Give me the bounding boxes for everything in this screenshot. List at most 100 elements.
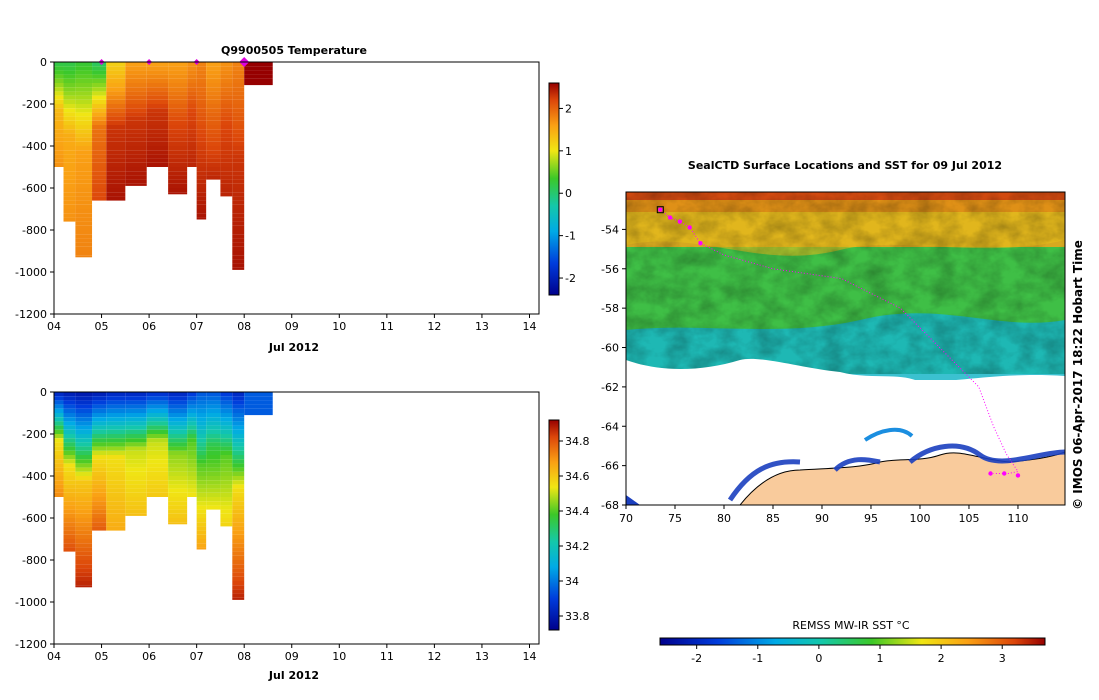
profile-cell	[196, 476, 207, 481]
profile-cell	[75, 564, 93, 569]
profile-cell	[220, 108, 233, 113]
profile-cell	[232, 392, 245, 397]
colorbar-tick-label: 0	[565, 187, 572, 200]
profile-cell	[196, 471, 207, 476]
profile-cell	[196, 413, 207, 418]
profile-cell	[187, 438, 197, 443]
profile-cell	[75, 78, 93, 83]
profile-cell	[146, 78, 169, 83]
profile-cell	[196, 137, 207, 142]
profile-cell	[92, 509, 107, 514]
profile-cell	[196, 526, 207, 531]
profile-cell	[75, 396, 93, 401]
profile-cell	[206, 434, 221, 439]
profile-cell	[168, 158, 188, 163]
profile-cell	[196, 217, 207, 220]
profile-cell	[106, 70, 126, 75]
profile-cell	[63, 188, 76, 193]
profile-cell	[54, 146, 64, 151]
profile-cell	[168, 104, 188, 109]
colorbar-tick-label: 34.8	[565, 435, 590, 448]
profile-cell	[196, 434, 207, 439]
profile-cell	[196, 438, 207, 443]
y-tick-label: -1200	[15, 308, 47, 321]
profile-cell	[63, 112, 76, 117]
profile-cell	[220, 99, 233, 104]
profile-cell	[206, 167, 221, 172]
profile-cell	[196, 179, 207, 184]
colorbar-tick-label: -2	[565, 272, 576, 285]
profile-cell	[196, 484, 207, 489]
profile-cell	[54, 104, 64, 109]
map-y-tick-label: -56	[601, 263, 619, 276]
profile-cell	[168, 522, 188, 525]
profile-cell	[220, 141, 233, 146]
profile-cell	[54, 141, 64, 146]
profile-cell	[63, 526, 76, 531]
profile-cell	[75, 551, 93, 556]
profile-cell	[168, 434, 188, 439]
profile-cell	[125, 83, 147, 88]
profile-cell	[206, 471, 221, 476]
profile-cell	[63, 120, 76, 125]
profile-cell	[196, 480, 207, 485]
profile-cell	[232, 413, 245, 418]
profile-cell	[232, 251, 245, 256]
profile-cell	[168, 513, 188, 518]
profile-cell	[125, 392, 147, 397]
profile-cell	[220, 446, 233, 451]
profile-cell	[92, 392, 107, 397]
profile-cell	[220, 476, 233, 481]
profile-cell	[187, 158, 197, 163]
y-tick-label: -200	[22, 428, 47, 441]
profile-cell	[232, 104, 245, 109]
y-tick-label: -600	[22, 512, 47, 525]
profile-cell	[206, 62, 221, 67]
profile-cell	[187, 488, 197, 493]
profile-cell	[63, 183, 76, 188]
profile-cell	[232, 442, 245, 447]
profile-cell	[206, 425, 221, 430]
profile-cell	[232, 225, 245, 230]
profile-cell	[75, 555, 93, 560]
profile-cell	[187, 480, 197, 485]
profile-cell	[54, 400, 64, 405]
profile-cell	[168, 396, 188, 401]
profile-cell	[206, 162, 221, 167]
profile-cell	[146, 404, 169, 409]
profile-cell	[75, 408, 93, 413]
map-x-tick-label: 100	[909, 512, 930, 525]
profile-cell	[206, 104, 221, 109]
colorbar-tick-label: 34	[565, 575, 579, 588]
profile-cell	[75, 112, 93, 117]
profile-cell	[92, 408, 107, 413]
profile-cell	[187, 137, 197, 142]
profile-cell	[220, 392, 233, 397]
profile-cell	[125, 146, 147, 151]
profile-cell	[75, 459, 93, 464]
profile-cell	[220, 129, 233, 134]
profile-cell	[196, 463, 207, 468]
profile-cell	[220, 104, 233, 109]
profile-cell	[75, 242, 93, 247]
profile-cell	[206, 459, 221, 464]
profile-cell	[196, 547, 207, 550]
profile-cell	[106, 87, 126, 92]
y-tick-label: -800	[22, 224, 47, 237]
profile-cell	[75, 505, 93, 510]
profile-cell	[125, 104, 147, 109]
profile-cell	[106, 471, 126, 476]
profile-cell	[54, 492, 64, 497]
profile-cell	[196, 95, 207, 100]
profile-cell	[206, 442, 221, 447]
profile-cell	[106, 396, 126, 401]
x-tick-label: 12	[427, 320, 441, 333]
profile-cell	[92, 459, 107, 464]
profile-cell	[206, 112, 221, 117]
profile-cell	[196, 120, 207, 125]
profile-cell	[146, 112, 169, 117]
profile-cell	[232, 480, 245, 485]
profile-cell	[106, 421, 126, 426]
profile-cell	[206, 501, 221, 506]
profile-cell	[168, 116, 188, 121]
